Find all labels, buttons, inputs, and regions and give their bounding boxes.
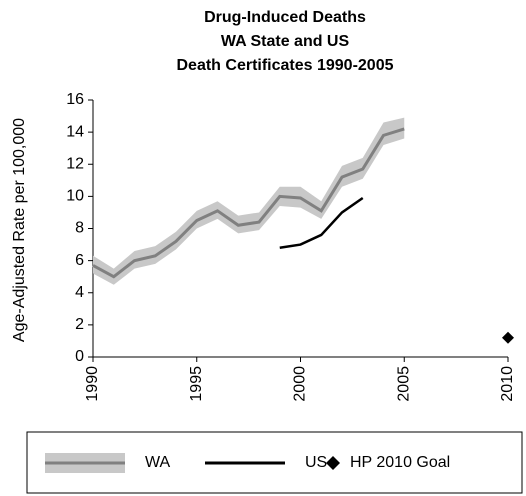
y-tick-label: 14 <box>66 123 84 140</box>
chart-title: Death Certificates 1990-2005 <box>176 57 393 74</box>
x-tick-label: 2010 <box>499 366 516 402</box>
legend-label: WA <box>145 454 171 471</box>
y-tick-label: 6 <box>75 252 84 269</box>
y-tick-label: 0 <box>75 348 84 365</box>
x-tick-label: 2005 <box>395 366 412 402</box>
y-axis-title: Age-Adjusted Rate per 100,000 <box>11 118 28 342</box>
y-tick-label: 12 <box>66 155 84 172</box>
x-tick-label: 2000 <box>292 366 309 402</box>
x-tick-label: 1995 <box>188 366 205 402</box>
goal-marker <box>502 331 514 344</box>
y-tick-label: 4 <box>75 284 84 301</box>
y-tick-label: 10 <box>66 188 84 205</box>
confidence-band <box>93 117 405 285</box>
chart-title: WA State and US <box>221 33 350 50</box>
x-tick-label: 1990 <box>84 366 101 402</box>
y-tick-label: 2 <box>75 316 84 333</box>
legend-swatch <box>326 456 340 470</box>
y-tick-label: 8 <box>75 220 84 237</box>
chart-title: Drug-Induced Deaths <box>204 9 366 26</box>
y-tick-label: 16 <box>66 91 84 108</box>
line <box>92 127 405 279</box>
line <box>279 196 364 250</box>
legend-label: HP 2010 Goal <box>350 454 450 471</box>
legend-label: US <box>305 454 327 471</box>
